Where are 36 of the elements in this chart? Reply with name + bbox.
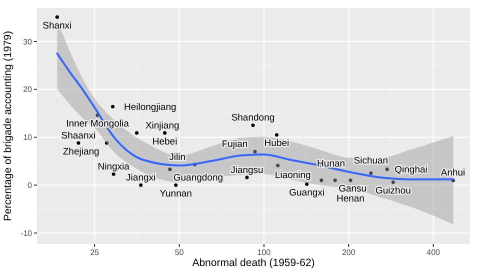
x-tick-label: 50 [174, 248, 184, 257]
data-label: Hebei [152, 136, 178, 148]
data-label: Hunan [317, 158, 346, 170]
y-tick-label: 0 [28, 180, 33, 190]
data-label: Xinjiang [145, 120, 180, 132]
y-axis-title: Percentage of brigade accounting (1979) [2, 30, 14, 222]
data-label: Jilin [169, 152, 186, 163]
data-label: Guangdong [173, 172, 224, 184]
y-tick-label: 30 [23, 37, 33, 46]
data-label: Jiangsu [230, 164, 264, 176]
x-tick-label: 200 [342, 248, 356, 257]
data-label: Anhui [440, 168, 466, 179]
data-label: Qinghai [394, 164, 428, 176]
data-label: Guangxi [289, 187, 325, 198]
x-tick-label: 400 [426, 248, 441, 257]
y-tick-label: -10 [20, 228, 33, 238]
y-tick-label: 10 [23, 133, 33, 142]
data-label: Shaanxi [61, 130, 96, 142]
data-label: Shanxi [42, 20, 72, 32]
data-label: Gansu [338, 184, 367, 195]
data-label: Yunnan [160, 188, 192, 200]
data-label: Ningxia [98, 161, 130, 172]
data-label: Sichuan [354, 155, 388, 166]
data-label: Jiangxi [126, 172, 156, 184]
data-label: Zhejiang [62, 146, 100, 158]
x-tick-label: 25 [90, 248, 100, 257]
x-tick-label: 100 [257, 248, 272, 257]
data-label: Heilongjiang [124, 102, 176, 113]
data-label: Shandong [231, 112, 275, 124]
x-axis-title: Abnormal death (1959-62) [192, 257, 315, 269]
data-label: Henan [336, 194, 364, 205]
data-label: Hubei [264, 138, 290, 150]
data-label: Guizhou [376, 186, 411, 197]
y-tick-label: 20 [23, 85, 33, 94]
data-label: Fujian [222, 138, 248, 150]
data-label: Liaoning [274, 170, 311, 181]
